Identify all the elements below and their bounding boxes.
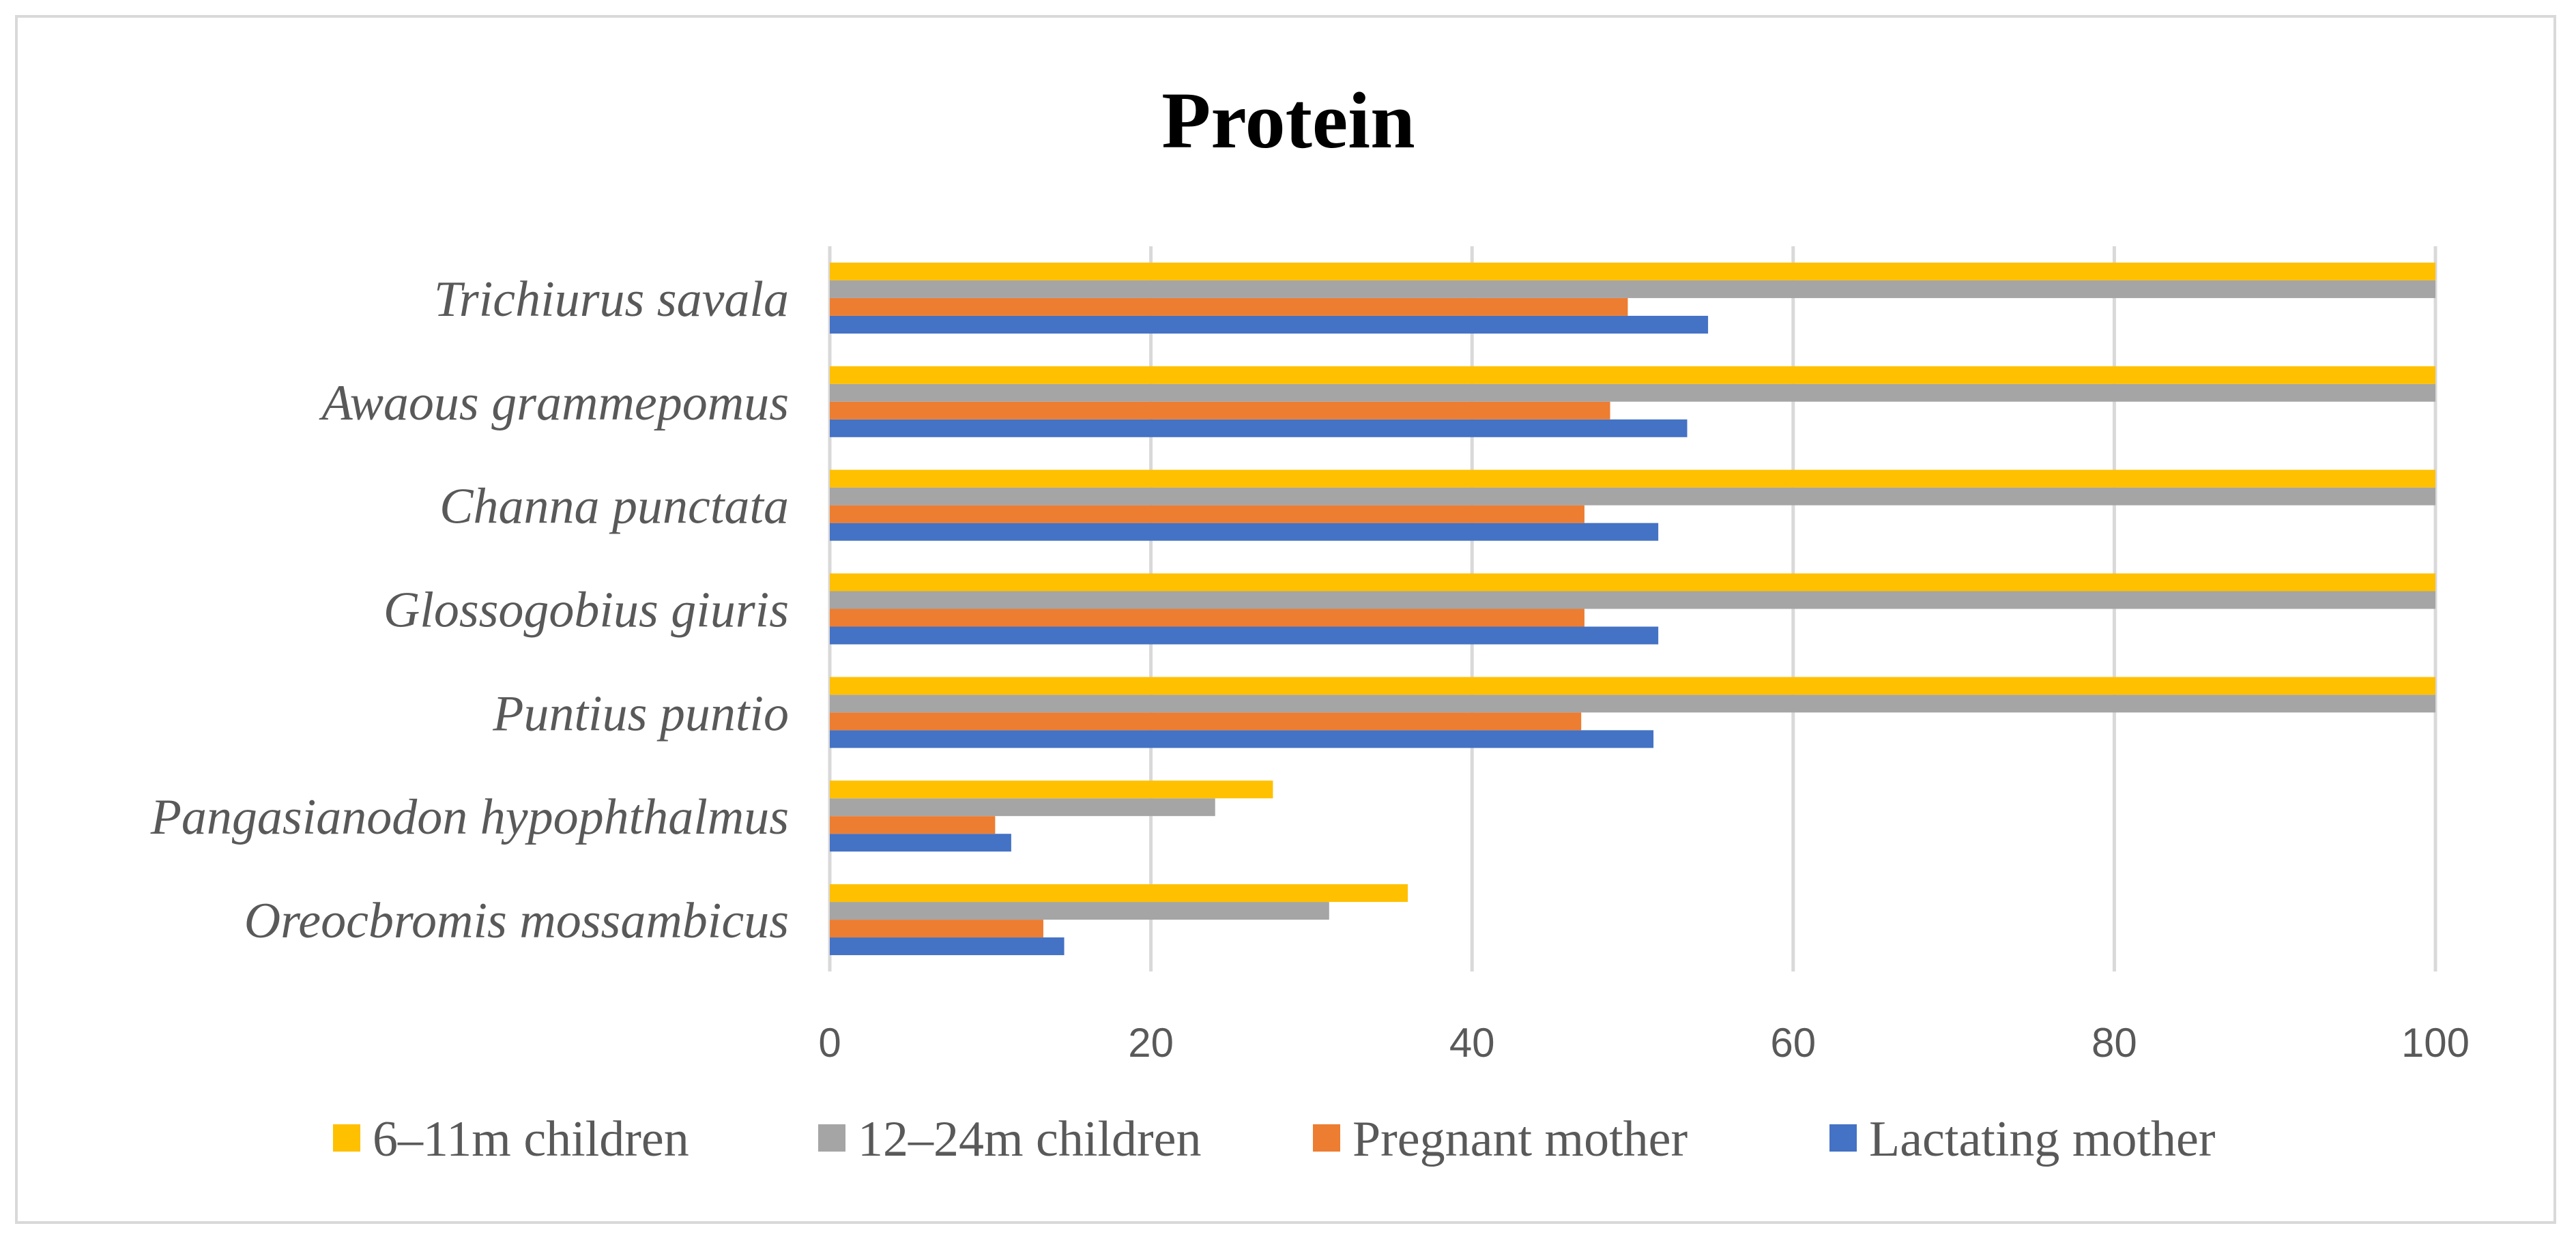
bars-layer (830, 262, 2435, 956)
bar-chart: Protein Oreocbromis mossambicus Pangasian… (150, 76, 2470, 1167)
legend-swatch (1829, 1124, 1857, 1152)
category-label: Oreocbromis mossambicus (244, 893, 789, 949)
chart-title: Protein (1161, 76, 1415, 165)
bar-pregnant-mother-5 (830, 401, 1610, 420)
bar-6-11m-children-2 (830, 677, 2435, 695)
bar-6-11m-children-5 (830, 366, 2435, 384)
bar-pregnant-mother-0 (830, 920, 1043, 938)
legend-swatch (1313, 1124, 1340, 1152)
bar-12-24m-children-1 (830, 798, 1215, 817)
bar-pregnant-mother-4 (830, 505, 1584, 523)
bar-lactating-mother-2 (830, 730, 1654, 748)
chart-frame: Protein Oreocbromis mossambicus Pangasian… (15, 15, 2556, 1224)
bar-lactating-mother-4 (830, 523, 1659, 541)
legend-label: 6–11m children (373, 1111, 689, 1167)
legend-label: Pregnant mother (1352, 1111, 1688, 1167)
bar-pregnant-mother-1 (830, 816, 996, 834)
category-label: Channa punctata (439, 479, 789, 535)
bar-6-11m-children-4 (830, 469, 2435, 488)
legend-label: Lactating mother (1869, 1111, 2216, 1167)
category-label: Puntius puntio (492, 686, 789, 742)
category-label: Trichiurus savala (434, 272, 789, 327)
bar-lactating-mother-5 (830, 419, 1688, 437)
legend: 6–11m children 12–24m children Pregnant mo… (333, 1111, 2216, 1167)
bar-lactating-mother-0 (830, 937, 1065, 956)
legend-swatch (818, 1124, 845, 1152)
bar-lactating-mother-1 (830, 834, 1011, 852)
category-label: Pangasianodon hypophthalmus (150, 789, 789, 845)
category-labels: Oreocbromis mossambicus Pangasianodon hyp… (150, 272, 789, 949)
legend-label: 12–24m children (858, 1111, 1202, 1167)
x-tick-label: 80 (2092, 1020, 2137, 1066)
x-tick-label: 20 (1128, 1020, 1174, 1066)
category-label: Awaous grammepomus (318, 375, 789, 431)
bar-12-24m-children-5 (830, 383, 2435, 402)
x-tick-labels: 0 20 40 60 80 100 (818, 1020, 2470, 1066)
bar-pregnant-mother-6 (830, 297, 1628, 316)
bar-12-24m-children-2 (830, 694, 2435, 713)
bar-12-24m-children-0 (830, 902, 1329, 920)
bar-pregnant-mother-3 (830, 609, 1584, 627)
x-tick-label: 0 (818, 1020, 841, 1066)
x-tick-label: 60 (1770, 1020, 1816, 1066)
bar-12-24m-children-6 (830, 280, 2435, 298)
bar-6-11m-children-3 (830, 573, 2435, 591)
bar-lactating-mother-6 (830, 315, 1709, 334)
x-tick-label: 40 (1449, 1020, 1495, 1066)
legend-swatch (333, 1124, 360, 1152)
bar-6-11m-children-6 (830, 262, 2435, 280)
bar-12-24m-children-4 (830, 487, 2435, 506)
bar-12-24m-children-3 (830, 591, 2435, 609)
bar-6-11m-children-0 (830, 884, 1408, 903)
category-label: Glossogobius giuris (383, 583, 789, 639)
bar-lactating-mother-3 (830, 626, 1659, 645)
bar-6-11m-children-1 (830, 780, 1273, 799)
x-tick-label: 100 (2401, 1020, 2470, 1066)
bar-pregnant-mother-2 (830, 712, 1582, 731)
